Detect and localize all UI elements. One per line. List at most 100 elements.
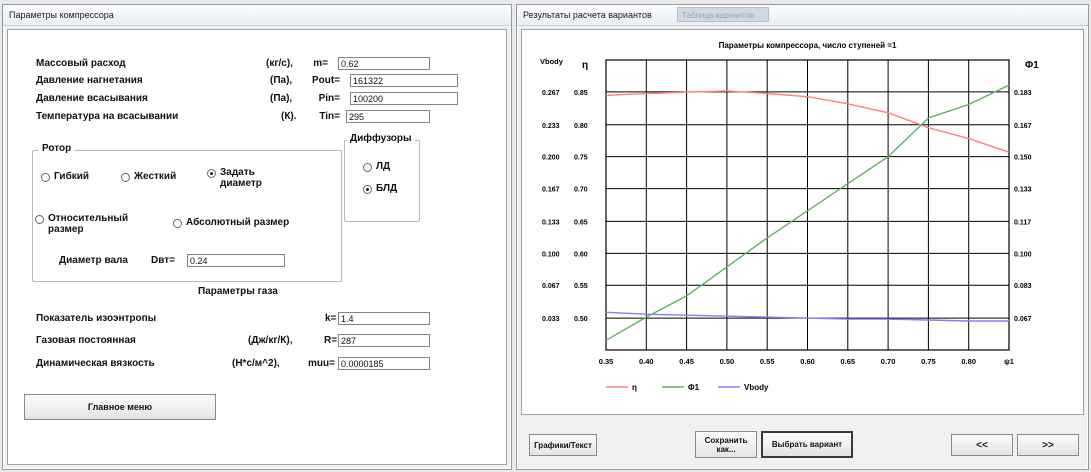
shaft-diameter-input[interactable]: 0.24: [187, 254, 285, 267]
phi-tick-label: 0.183: [1014, 90, 1032, 97]
rotor-group: Ротор Гибкий Жесткий Задать диаметр Отно…: [32, 143, 342, 282]
vbody-tick-label: 0.067: [542, 283, 560, 290]
rotor-absolute-size-label: Абсолютный размер: [186, 217, 290, 228]
phi-tick-label: 0.150: [1014, 155, 1032, 162]
rotor-rigid-label: Жесткий: [134, 171, 177, 182]
discharge-pressure-input[interactable]: 161322: [350, 74, 458, 87]
isentropic-index-label: Показатель изоэнтропы: [36, 313, 157, 324]
radio-dot-selected: [363, 185, 372, 194]
phi-tick-label: 0.083: [1014, 283, 1032, 290]
diffuser-ld-label: ЛД: [376, 161, 391, 172]
gas-constant-var: R=: [324, 335, 338, 346]
eta-tick-label: 0.65: [574, 219, 588, 226]
mass-flow-input[interactable]: 0.62: [338, 57, 430, 70]
x-tick-label: 0.75: [921, 357, 936, 366]
dynamic-viscosity-label: Динамическая вязкость: [36, 358, 155, 369]
eta-axis-label: η: [582, 60, 588, 71]
results-body: Параметры компрессора, число ступеней =1…: [521, 29, 1084, 415]
rotor-relative-size-radio[interactable]: Относительный размер: [35, 213, 145, 235]
choose-variant-button[interactable]: Выбрать вариант: [761, 431, 853, 458]
vbody-tick-label: 0.133: [542, 219, 560, 226]
rotor-rigid-radio[interactable]: Жесткий: [121, 171, 176, 182]
radio-dot: [35, 215, 44, 224]
next-button[interactable]: >>: [1017, 434, 1079, 456]
gas-constant-input[interactable]: 287: [338, 334, 430, 347]
x-tick-label: 0.70: [881, 357, 896, 366]
radio-dot: [41, 173, 50, 182]
diffusers-group-title: Диффузоры: [347, 133, 415, 144]
diffuser-ld-radio[interactable]: ЛД: [363, 161, 390, 172]
phi-tick-label: 0.167: [1014, 123, 1032, 130]
suction-temp-input[interactable]: 295: [346, 110, 430, 123]
x-tick-label: 0.40: [639, 357, 654, 366]
diffuser-bld-radio[interactable]: БЛД: [363, 183, 397, 194]
vbody-axis-label: Vbody: [540, 57, 564, 66]
x-tick-label: ψ1: [1004, 357, 1014, 366]
isentropic-index-input[interactable]: 1.4: [338, 312, 430, 325]
x-tick-label: 0.35: [599, 357, 614, 366]
radio-dot: [121, 173, 130, 182]
phi-tick-label: 0.067: [1014, 316, 1032, 323]
eta-tick-label: 0.50: [574, 316, 588, 323]
gas-params-title: Параметры газа: [198, 286, 278, 297]
discharge-pressure-unit: (Па),: [270, 75, 293, 86]
mass-flow-label: Массовый расход: [36, 58, 126, 69]
suction-pressure-input[interactable]: 100200: [350, 92, 458, 105]
x-tick-label: 0.45: [679, 357, 694, 366]
suction-temp-unit: (К).: [281, 111, 297, 122]
phi-tick-label: 0.133: [1014, 187, 1032, 194]
dynamic-viscosity-unit: (Н*с/м^2),: [232, 358, 280, 369]
gas-constant-unit: (Дж/кг/К),: [248, 335, 293, 346]
discharge-pressure-var: Pout=: [311, 75, 340, 86]
series-line-phi: [605, 84, 1010, 341]
eta-tick-label: 0.55: [574, 283, 588, 290]
shaft-diameter-label: Диаметр вала: [59, 255, 128, 266]
suction-pressure-var: Pin=: [318, 93, 340, 104]
compressor-params-body: Массовый расход (кг/с), m= 0.62 Давление…: [7, 29, 507, 465]
results-window-title: Результаты расчета вариантов Таблица вар…: [517, 5, 1088, 26]
x-tick-label: 0.55: [760, 357, 775, 366]
eta-tick-label: 0.70: [574, 187, 588, 194]
x-tick-label: 0.50: [720, 357, 735, 366]
eta-tick-label: 0.80: [574, 123, 588, 130]
mass-flow-var: m=: [313, 58, 328, 69]
rotor-absolute-size-radio[interactable]: Абсолютный размер: [173, 217, 289, 228]
mass-flow-unit: (кг/с),: [266, 58, 293, 69]
eta-tick-label: 0.75: [574, 155, 588, 162]
results-window: Результаты расчета вариантов Таблица вар…: [516, 4, 1089, 470]
rotor-flexible-radio[interactable]: Гибкий: [41, 171, 89, 182]
series-line-eta: [605, 90, 1010, 153]
series-line-vbody: [605, 311, 1009, 322]
diffuser-bld-label: БЛД: [376, 183, 398, 194]
eta-tick-label: 0.85: [574, 90, 588, 97]
chart-title: Параметры компрессора, число ступеней =1: [719, 41, 897, 50]
phi-tick-label: 0.100: [1014, 251, 1032, 258]
rotor-set-diameter-label: Задать диаметр: [220, 167, 262, 189]
eta-tick-label: 0.60: [574, 251, 588, 258]
gas-constant-label: Газовая постоянная: [36, 335, 136, 346]
rotor-set-diameter-radio[interactable]: Задать диаметр: [207, 167, 287, 189]
radio-dot: [173, 219, 182, 228]
phi-axis-label: Φ1: [1025, 60, 1039, 71]
results-window-title-text: Результаты расчета вариантов: [523, 10, 652, 20]
radio-dot-selected: [207, 169, 216, 178]
graph-text-button[interactable]: Графики/Текст: [529, 434, 597, 456]
isentropic-index-var: k=: [325, 313, 337, 324]
rotor-group-title: Ротор: [39, 143, 75, 154]
prev-button[interactable]: <<: [951, 434, 1013, 456]
dynamic-viscosity-var: muu=: [308, 358, 335, 369]
vbody-tick-label: 0.100: [542, 251, 560, 258]
suction-pressure-label: Давление всасывания: [36, 93, 148, 104]
x-tick-label: 0.60: [800, 357, 815, 366]
vbody-tick-label: 0.167: [542, 187, 560, 194]
legend-label-eta: η: [632, 383, 637, 392]
x-tick-label: 0.80: [961, 357, 976, 366]
x-tick-label: 0.65: [840, 357, 855, 366]
dynamic-viscosity-input[interactable]: 0.0000185: [338, 357, 430, 370]
discharge-pressure-label: Давление нагнетания: [36, 75, 143, 86]
save-as-button[interactable]: Сохранить как...: [695, 431, 757, 458]
main-menu-button[interactable]: Главное меню: [24, 394, 216, 420]
variants-table-tab[interactable]: Таблица вариантов: [677, 7, 769, 22]
suction-temp-var: Tin=: [319, 111, 340, 122]
suction-temp-label: Температура на всасывании: [36, 111, 179, 122]
